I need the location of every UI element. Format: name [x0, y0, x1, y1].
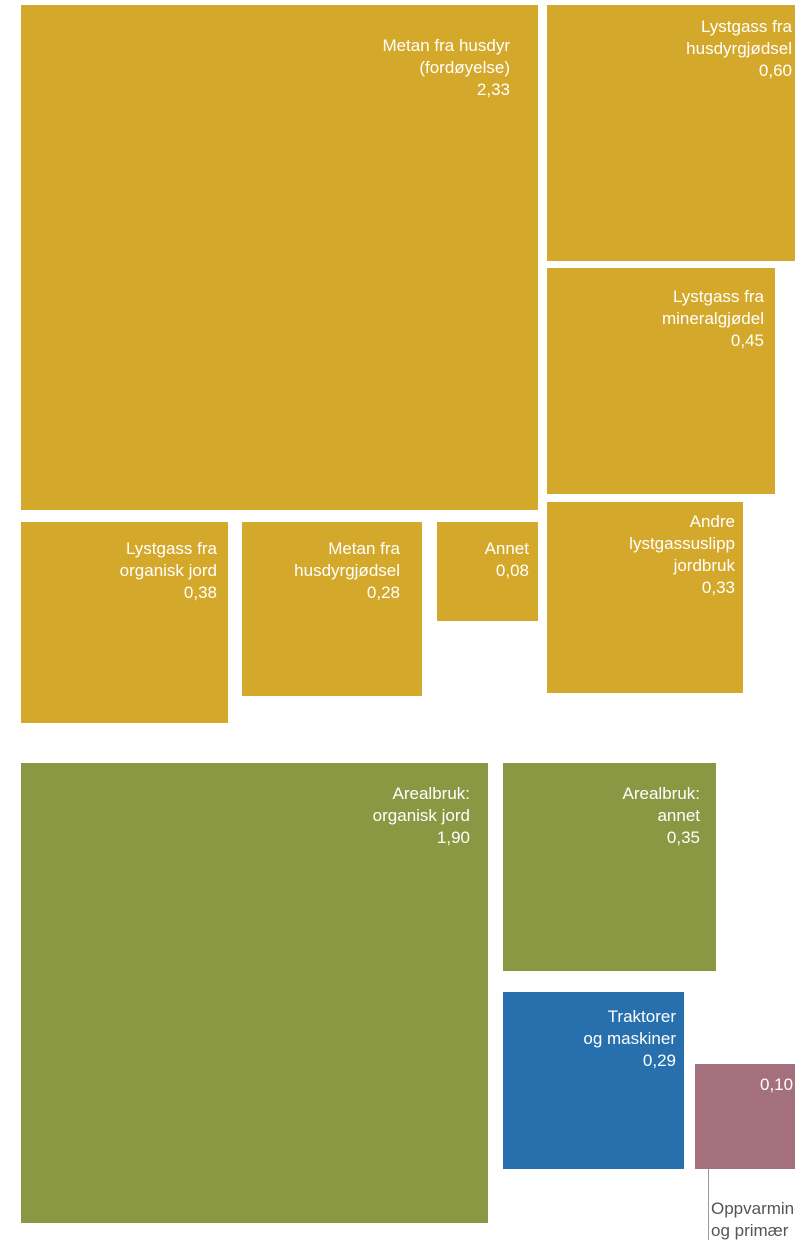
treemap-tile-metan-husdyr — [21, 5, 538, 510]
tile-label-line: Andre — [689, 512, 735, 531]
treemap-tile-arealbruk-annet — [503, 763, 716, 971]
tile-label-line: organisk jord — [372, 806, 470, 825]
treemap-tile-annet — [437, 522, 538, 621]
tile-label-arealbruk-organisk-jord: Arealbruk: organisk jord 1,90 — [373, 783, 470, 849]
tile-label-line: jordbruk — [673, 556, 735, 575]
tile-value-label: 0,38 — [183, 583, 217, 602]
callout-label-line: Oppvarming — [711, 1199, 795, 1218]
tile-label-line: mineralgjødel — [661, 309, 764, 328]
tile-label-line: lystgassuslipp — [629, 534, 735, 553]
tile-label-traktorer-maskiner: Traktorer og maskiner 0,29 — [583, 1006, 676, 1072]
treemap-tile-metan-husdyrgjodsel — [242, 522, 422, 696]
tile-label-line: Lystgass fra — [125, 539, 217, 558]
tile-label-lystgass-mineralgjodel: Lystgass fra mineralgjødel 0,45 — [662, 286, 764, 352]
treemap-tile-traktorer-maskiner — [503, 992, 684, 1169]
tile-value-label: 0,35 — [666, 828, 700, 847]
tile-value-label: 0,33 — [701, 578, 735, 597]
treemap-tile-lystgass-husdyrgjodsel — [547, 5, 795, 261]
tile-label-line: (fordøyelse) — [419, 58, 510, 77]
tile-value-label: 0,29 — [642, 1051, 676, 1070]
treemap-tile-arealbruk-organisk-jord — [21, 763, 488, 1223]
tile-label-lystgass-husdyrgjodsel: Lystgass fra husdyrgjødsel 0,60 — [686, 16, 792, 82]
callout-label: Oppvarming og primær — [711, 1198, 795, 1240]
tile-value-label: 0,08 — [495, 561, 529, 580]
tile-label-line: Traktorer — [607, 1007, 676, 1026]
tile-label-line: Metan fra husdyr — [382, 36, 510, 55]
tile-label-metan-husdyr: Metan fra husdyr (fordøyelse) 2,33 — [382, 35, 510, 101]
tile-label-oppvarming: 0,10 — [760, 1074, 793, 1096]
callout-label-line: og primær — [711, 1221, 789, 1240]
tile-label-metan-husdyrgjodsel: Metan fra husdyrgjødsel 0,28 — [294, 538, 400, 604]
tile-label-line: annet — [657, 806, 700, 825]
tile-label-andre-lystgassutslipp: Andre lystgassuslipp jordbruk 0,33 — [629, 511, 735, 599]
tile-value-label: 0,60 — [758, 61, 792, 80]
tile-value-label: 2,33 — [476, 80, 510, 99]
treemap-tile-lystgass-mineralgjodel — [547, 268, 775, 494]
tile-value-label: 0,10 — [760, 1075, 794, 1094]
tile-label-line: og maskiner — [583, 1029, 676, 1048]
tile-label-line: Lystgass fra — [700, 17, 792, 36]
tile-label-line: Arealbruk: — [622, 784, 700, 803]
tile-value-label: 0,28 — [366, 583, 400, 602]
tile-value-label: 1,90 — [436, 828, 470, 847]
tile-label-annet: Annet 0,08 — [485, 538, 529, 582]
tile-label-line: Metan fra — [328, 539, 400, 558]
treemap-tile-andre-lystgassutslipp — [547, 502, 743, 693]
tile-label-lystgass-organisk-jord: Lystgass fra organisk jord 0,38 — [120, 538, 217, 604]
tile-label-line: Lystgass fra — [672, 287, 764, 306]
treemap-tile-lystgass-organisk-jord — [21, 522, 228, 723]
tile-label-line: husdyrgjødsel — [686, 39, 792, 58]
callout-leader-line — [708, 1169, 709, 1240]
tile-label-arealbruk-annet: Arealbruk: annet 0,35 — [623, 783, 700, 849]
tile-label-line: Annet — [484, 539, 529, 558]
tile-label-line: husdyrgjødsel — [294, 561, 400, 580]
treemap-tile-oppvarming — [695, 1064, 795, 1169]
tile-label-line: Arealbruk: — [392, 784, 470, 803]
tile-label-line: organisk jord — [119, 561, 217, 580]
tile-value-label: 0,45 — [730, 331, 764, 350]
